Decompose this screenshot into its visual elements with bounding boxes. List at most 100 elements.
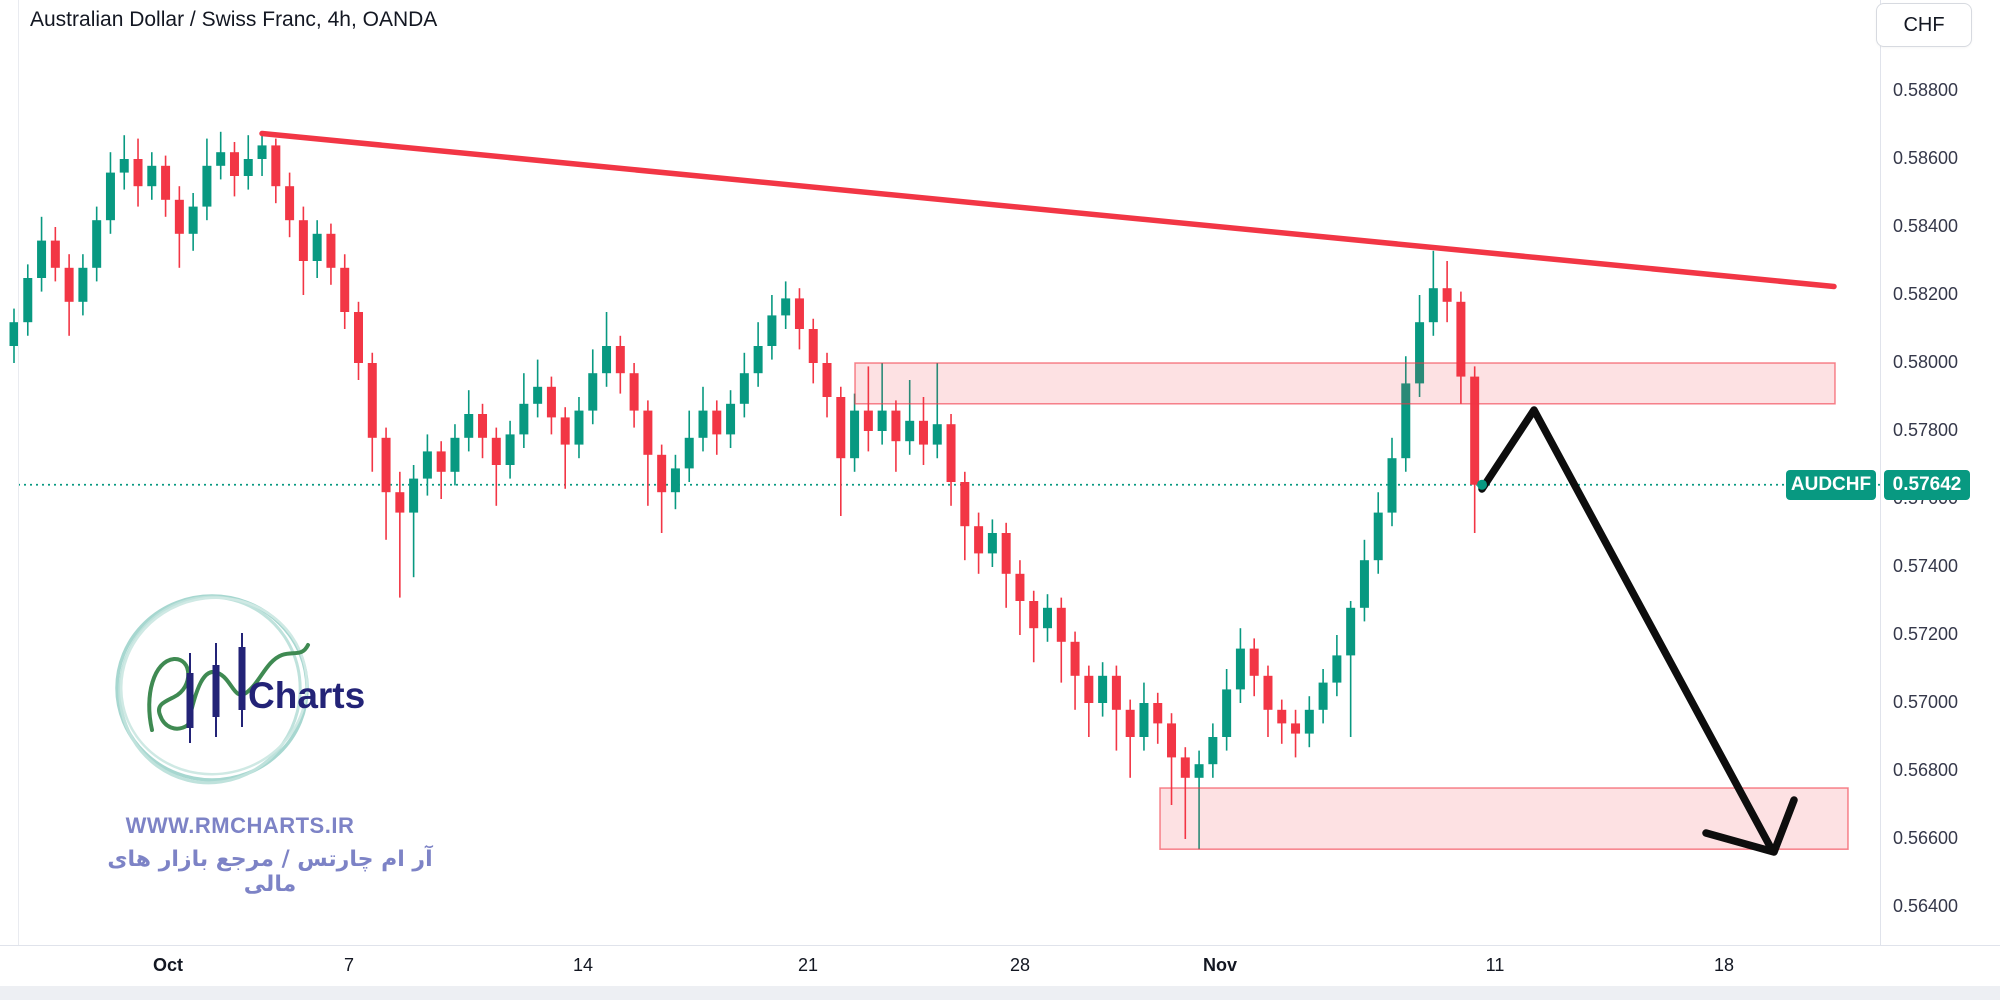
candle-body <box>340 267 350 312</box>
candle-body <box>1415 322 1425 384</box>
candle-body <box>739 373 749 404</box>
candle-body <box>105 172 115 221</box>
resistance-zone[interactable] <box>854 362 1836 405</box>
candle-body <box>1029 601 1039 629</box>
time-axis-label: 21 <box>797 955 819 975</box>
candle-body <box>436 451 446 472</box>
candle-body <box>533 386 543 404</box>
candle-body <box>1098 675 1108 703</box>
candle-body <box>50 240 60 268</box>
candle-body <box>409 478 419 513</box>
candle-body <box>64 267 74 302</box>
candle-body <box>422 451 432 479</box>
candle-body <box>1346 607 1356 656</box>
candle-body <box>1263 675 1273 710</box>
candle-body <box>836 397 846 459</box>
candle-body <box>505 434 515 465</box>
candle-body <box>92 220 102 268</box>
candle-body <box>822 363 832 397</box>
candle-body <box>615 346 625 374</box>
candle-body <box>1084 675 1094 703</box>
candle-body <box>381 437 391 493</box>
price-axis-label: 0.57400 <box>1893 556 1959 576</box>
candle-body <box>670 468 680 493</box>
time-axis-label: 7 <box>343 955 355 975</box>
candle-body <box>174 199 184 234</box>
candle-body <box>450 437 460 472</box>
time-axis[interactable]: Oct 7 14 21 28 Nov 11 18 <box>0 945 2000 987</box>
candle-body <box>326 233 336 268</box>
candle-body <box>1456 301 1466 377</box>
price-axis-label: 0.58200 <box>1893 284 1959 304</box>
candle-body <box>987 533 997 554</box>
candle-body <box>781 298 791 316</box>
candle-body <box>271 145 281 187</box>
price-axis-label: 0.57000 <box>1893 692 1959 712</box>
price-line-symbol-badge: AUDCHF <box>1786 469 1876 500</box>
candle-body <box>726 403 736 435</box>
candle-body <box>478 414 488 438</box>
candle-body <box>1332 655 1342 683</box>
candle-body <box>37 240 47 278</box>
projection-arrow-shaft[interactable] <box>1478 406 1776 854</box>
candle-body <box>9 322 19 346</box>
candle-body <box>285 186 295 221</box>
candle-body <box>794 298 804 329</box>
candle-body <box>229 152 239 176</box>
candle-body <box>1387 458 1397 513</box>
price-line-value-badge: 0.57642 <box>1884 469 1970 500</box>
price-axis-label: 0.58000 <box>1893 352 1959 372</box>
candle-body <box>850 410 860 459</box>
candle-body <box>1015 573 1025 601</box>
candle-body <box>1153 703 1163 724</box>
candle-body <box>1111 675 1121 710</box>
candle-body <box>395 492 405 513</box>
candle-body <box>1056 607 1066 642</box>
candle-body <box>877 410 887 431</box>
price-axis-label: 0.56800 <box>1893 760 1959 780</box>
candle-body <box>1318 682 1328 710</box>
projection-arrow-head[interactable] <box>1702 796 1798 856</box>
time-axis-label: 14 <box>572 955 594 975</box>
candle-body <box>574 410 584 445</box>
candle-body <box>202 165 212 207</box>
candle-body <box>974 526 984 554</box>
time-axis-label: 18 <box>1713 955 1735 975</box>
candle-body <box>519 403 529 435</box>
candle-body <box>808 329 818 363</box>
drawing-anchor-dot[interactable] <box>1477 479 1487 490</box>
candle-body <box>905 420 915 442</box>
candle-body <box>354 312 363 363</box>
candle-body <box>588 373 598 411</box>
price-axis-label: 0.57200 <box>1893 624 1959 644</box>
candle-body <box>863 410 873 431</box>
candle-body <box>312 233 322 261</box>
chart-canvas[interactable] <box>0 0 1880 945</box>
candle-body <box>1442 288 1452 302</box>
candle-body <box>602 346 612 374</box>
candle-body <box>1125 709 1135 737</box>
candle-body <box>1139 703 1149 737</box>
left-edge-divider <box>18 0 19 945</box>
candle-body <box>767 315 777 346</box>
candle-body <box>629 373 639 411</box>
candle-body <box>1359 560 1369 608</box>
candle-body <box>1167 723 1177 758</box>
candle-body <box>684 437 694 469</box>
candle-body <box>147 165 157 187</box>
candle-body <box>1401 383 1411 459</box>
trendline[interactable] <box>259 130 1837 290</box>
candle-body <box>1043 607 1052 629</box>
candle-body <box>133 159 143 187</box>
candle-body <box>1235 648 1245 690</box>
candle-body <box>23 278 33 323</box>
price-axis-label: 0.58800 <box>1893 80 1959 100</box>
candle-body <box>1428 288 1438 323</box>
candle-body <box>464 414 474 438</box>
candle-body <box>657 454 667 493</box>
currency-toggle-button[interactable]: CHF <box>1876 3 1972 47</box>
time-axis-label: 28 <box>1009 955 1031 975</box>
candle-body <box>1277 709 1287 724</box>
candle-body <box>161 165 171 200</box>
candle-body <box>1001 533 1011 574</box>
